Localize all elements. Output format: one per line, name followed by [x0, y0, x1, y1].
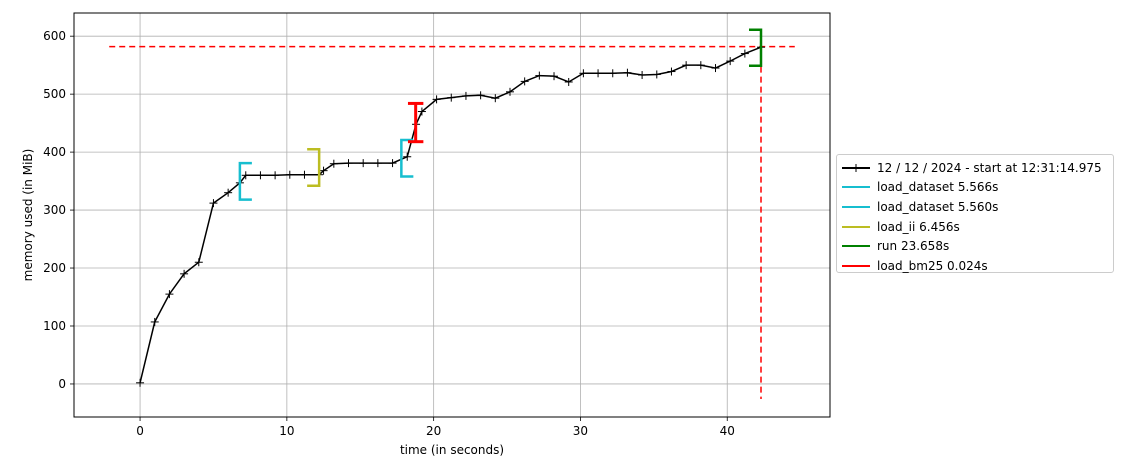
legend-swatch — [842, 205, 870, 208]
data-point — [505, 87, 514, 96]
data-point — [447, 93, 456, 102]
data-point — [271, 171, 280, 180]
y-tick-label: 600 — [43, 29, 66, 43]
function-marker — [307, 147, 321, 187]
legend-label: 12 / 12 / 2024 - start at 12:31:14.975 — [877, 160, 1102, 175]
data-point — [740, 49, 749, 58]
data-point — [285, 170, 294, 179]
y-tick-label: 100 — [43, 319, 66, 333]
y-tick-label: 0 — [58, 377, 66, 391]
legend-swatch — [842, 264, 870, 267]
memory-series — [136, 43, 766, 387]
legend-label: load_dataset 5.560s — [877, 199, 999, 214]
function-marker — [238, 161, 252, 201]
plot-frame — [73, 12, 831, 418]
legend-entry: 12 / 12 / 2024 - start at 12:31:14.975 — [837, 158, 1113, 178]
data-point — [682, 61, 691, 70]
legend-label: load_ii 6.456s — [877, 219, 960, 234]
legend-entry: load_dataset 5.560s — [837, 197, 1113, 217]
x-axis-label: time (in seconds) — [400, 443, 504, 457]
marker-bracket — [749, 28, 763, 67]
x-tick-label: 10 — [279, 424, 294, 438]
data-point — [638, 71, 647, 80]
data-point — [726, 57, 735, 66]
marker-bracket — [307, 147, 321, 187]
function-markers — [238, 28, 763, 201]
legend-label: load_bm25 0.024s — [877, 258, 988, 273]
data-point — [403, 152, 412, 161]
data-point — [224, 188, 233, 197]
data-point — [667, 67, 676, 76]
legend-swatch — [842, 225, 870, 228]
data-point — [652, 70, 661, 79]
data-point — [579, 69, 588, 78]
x-tick-label: 0 — [136, 424, 144, 438]
data-point — [608, 69, 617, 78]
x-tick-label: 40 — [720, 424, 735, 438]
y-tick-label: 400 — [43, 145, 66, 159]
chart-legend: 12 / 12 / 2024 - start at 12:31:14.975 lo… — [836, 154, 1114, 273]
data-point — [150, 317, 159, 326]
data-point — [564, 77, 573, 86]
data-point — [461, 91, 470, 100]
data-point — [696, 61, 705, 70]
data-point — [209, 199, 218, 208]
data-point — [417, 107, 426, 116]
legend-entry: load_dataset 5.566s — [837, 178, 1113, 198]
y-axis-label: memory used (in MiB) — [21, 149, 35, 282]
x-tick-label: 20 — [426, 424, 441, 438]
data-point — [359, 159, 368, 168]
data-point — [194, 258, 203, 267]
data-point — [550, 72, 559, 81]
data-point — [373, 159, 382, 168]
data-point — [180, 269, 189, 278]
legend-entry: load_ii 6.456s — [837, 217, 1113, 237]
x-tick-label: 30 — [573, 424, 588, 438]
data-point — [300, 170, 309, 179]
data-point — [165, 290, 174, 299]
legend-entry: run 23.658s — [837, 236, 1113, 256]
data-point — [388, 159, 397, 168]
legend-label: load_dataset 5.566s — [877, 180, 999, 195]
y-tick-label: 500 — [43, 87, 66, 101]
y-tick-label: 300 — [43, 203, 66, 217]
grid-lines — [74, 13, 830, 417]
data-point — [329, 159, 338, 168]
function-marker — [407, 101, 424, 144]
data-point — [319, 166, 328, 175]
max-memory-lines — [109, 45, 795, 399]
function-marker — [400, 138, 414, 178]
function-marker — [749, 28, 763, 67]
data-point — [535, 71, 544, 80]
data-point — [711, 64, 720, 73]
data-point — [256, 171, 265, 180]
data-point — [623, 68, 632, 77]
legend-swatch — [842, 186, 870, 189]
data-point — [491, 94, 500, 103]
marker-bracket — [400, 138, 414, 178]
data-point — [476, 91, 485, 100]
data-point — [520, 77, 529, 86]
y-tick-label: 200 — [43, 261, 66, 275]
legend-entry: load_bm25 0.024s — [837, 256, 1113, 276]
data-point — [344, 159, 353, 168]
memory-line — [139, 46, 762, 383]
data-point — [432, 95, 441, 104]
data-point — [241, 171, 250, 180]
legend-swatch — [842, 163, 870, 172]
data-point — [136, 378, 145, 387]
legend-label: run 23.658s — [877, 239, 950, 254]
marker-bracket — [238, 161, 252, 201]
legend-swatch — [842, 245, 870, 248]
data-point — [594, 69, 603, 78]
